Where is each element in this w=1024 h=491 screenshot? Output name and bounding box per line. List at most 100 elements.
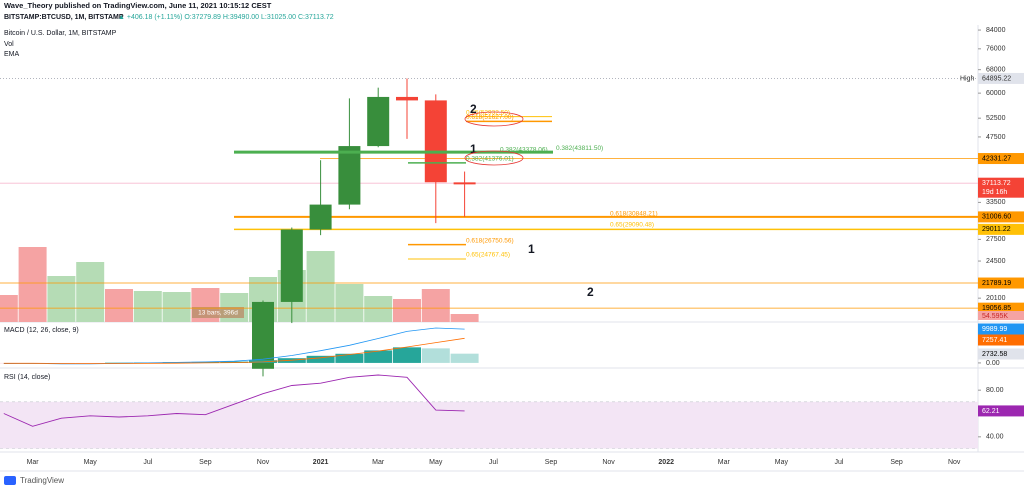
x-tick-label: Nov bbox=[257, 459, 270, 466]
macd-histogram-bar bbox=[306, 355, 335, 363]
x-tick-label: Sep bbox=[545, 459, 558, 466]
y-tick-label: 47500 bbox=[986, 134, 1006, 141]
x-tick-label: Jul bbox=[835, 459, 844, 466]
candle-body bbox=[453, 182, 476, 185]
x-tick-label: 2022 bbox=[658, 459, 674, 466]
candle-body bbox=[309, 204, 332, 230]
fib-label: 0.382(43378.06) bbox=[500, 147, 548, 154]
level-tag-bg bbox=[978, 302, 1024, 314]
volume-tag-bg bbox=[978, 311, 1024, 320]
publisher: Wave_Theory published on TradingView.com… bbox=[4, 1, 272, 10]
x-tick-label: May bbox=[84, 459, 98, 466]
rsi-band bbox=[0, 401, 978, 449]
x-tick-label: Mar bbox=[27, 459, 40, 466]
symbol: BITSTAMP:BTCUSD, 1M, BITSTAMP bbox=[4, 14, 124, 21]
x-tick-label: Nov bbox=[948, 459, 961, 466]
level-tag: 31006.60 bbox=[982, 214, 1011, 221]
fib-label: 0.65(24767.45) bbox=[466, 252, 510, 259]
chart-title: Bitcoin / U.S. Dollar, 1M, BITSTAMP bbox=[4, 30, 117, 37]
y-tick-label: 0.00 bbox=[986, 360, 1000, 367]
x-tick-label: Jul bbox=[143, 459, 152, 466]
macd-title: MACD (12, 26, close, 9) bbox=[4, 327, 79, 334]
x-tick-label: May bbox=[429, 459, 443, 466]
macd-histogram-bar bbox=[393, 347, 421, 363]
macd-histogram-bar bbox=[76, 362, 105, 364]
logo-icon bbox=[4, 476, 16, 485]
high-tag-bg bbox=[978, 72, 1024, 84]
macd-tag-bg bbox=[978, 334, 1024, 346]
level-tag-bg bbox=[978, 223, 1024, 235]
volume-bar bbox=[421, 289, 450, 322]
fib-label: 0.65(29090.48) bbox=[610, 222, 654, 229]
volume-bar bbox=[105, 289, 133, 322]
fib-label: 0.65(52932.50) bbox=[466, 109, 510, 116]
volume-bar bbox=[393, 299, 421, 322]
macd-histogram-bar bbox=[335, 353, 364, 363]
macd-histogram-bar bbox=[191, 361, 220, 363]
fib-label: 0.618(51627.00) bbox=[466, 114, 514, 121]
level-tag: 29011.22 bbox=[982, 226, 1011, 233]
rsi-title: RSI (14, close) bbox=[4, 374, 50, 381]
plot-layer: Bitcoin / U.S. Dollar, 1M, BITSTAMP Vol EM… bbox=[0, 27, 1024, 466]
y-tick-label: 84000 bbox=[986, 27, 1006, 34]
x-tick-label: Mar bbox=[718, 459, 731, 466]
measure-label: 13 bars, 396d bbox=[198, 310, 238, 317]
level-tag: 21789.19 bbox=[982, 280, 1011, 287]
fib-label: 0.382(41376.01) bbox=[466, 156, 514, 163]
macd-histogram-bar bbox=[450, 353, 479, 363]
y-tick-label: 80.00 bbox=[986, 387, 1004, 394]
volume-bar bbox=[18, 247, 47, 322]
volume-bar bbox=[133, 291, 162, 322]
x-tick-label: Jul bbox=[489, 459, 498, 466]
indicator-label: Vol bbox=[4, 41, 14, 48]
y-tick-label: 33500 bbox=[986, 199, 1006, 206]
x-tick-label: Sep bbox=[199, 459, 212, 466]
y-tick-label: 20100 bbox=[986, 295, 1006, 302]
wave-label: 1 bbox=[470, 142, 477, 156]
macd-tag: 7257.41 bbox=[982, 337, 1007, 344]
candle-body bbox=[367, 96, 390, 147]
wave-label: 2 bbox=[587, 285, 594, 299]
level-tag: 42331.27 bbox=[982, 155, 1011, 162]
indicator-label: EMA bbox=[4, 51, 20, 58]
y-tick-label: 27500 bbox=[986, 236, 1006, 243]
measure-bg bbox=[192, 307, 244, 318]
volume-bar bbox=[306, 251, 335, 322]
y-tick-label: 68000 bbox=[986, 67, 1006, 74]
x-tick-label: 2021 bbox=[313, 459, 329, 466]
level-tag-bg bbox=[978, 211, 1024, 223]
macd-tag: 2732.58 bbox=[982, 351, 1007, 358]
macd-tag-bg bbox=[978, 323, 1024, 335]
macd-tag: 9989.99 bbox=[982, 326, 1007, 333]
fib-label: 0.382(43811.50) bbox=[556, 145, 603, 152]
brand: TradingView bbox=[20, 476, 64, 485]
highlight-ellipse bbox=[464, 111, 524, 127]
y-tick-label: 76000 bbox=[986, 46, 1006, 53]
y-tick-label: 60000 bbox=[986, 90, 1006, 97]
high-label: High bbox=[960, 75, 975, 82]
level-tag-bg bbox=[978, 277, 1024, 289]
x-tick-label: Sep bbox=[890, 459, 903, 466]
macd-histogram-bar bbox=[421, 348, 450, 363]
y-tick-label: 40.00 bbox=[986, 434, 1004, 441]
stats: ▲ +406.18 (+1.11%) O:37279.89 H:39490.00… bbox=[118, 14, 334, 21]
volume-bar bbox=[162, 292, 191, 322]
macd-tag-bg bbox=[978, 348, 1024, 360]
level-tag-bg bbox=[978, 153, 1024, 165]
candle-body bbox=[424, 100, 447, 183]
high-tag: 64895.22 bbox=[982, 75, 1011, 82]
rsi-tag-bg bbox=[978, 405, 1024, 417]
volume-tag: 54.595K bbox=[982, 313, 1008, 320]
last-tag-bg bbox=[978, 177, 1024, 198]
y-tick-label: 52500 bbox=[986, 115, 1006, 122]
volume-bar bbox=[364, 296, 393, 322]
level-tag: 19056.85 bbox=[982, 305, 1011, 312]
countdown: 19d 16h bbox=[982, 189, 1007, 196]
candle-body bbox=[252, 301, 274, 369]
x-tick-label: Mar bbox=[372, 459, 385, 466]
macd-histogram-bar bbox=[364, 350, 393, 363]
wave-label: 1 bbox=[528, 242, 535, 256]
volume-bar bbox=[450, 314, 479, 322]
rsi-tag: 62.21 bbox=[982, 408, 1000, 415]
